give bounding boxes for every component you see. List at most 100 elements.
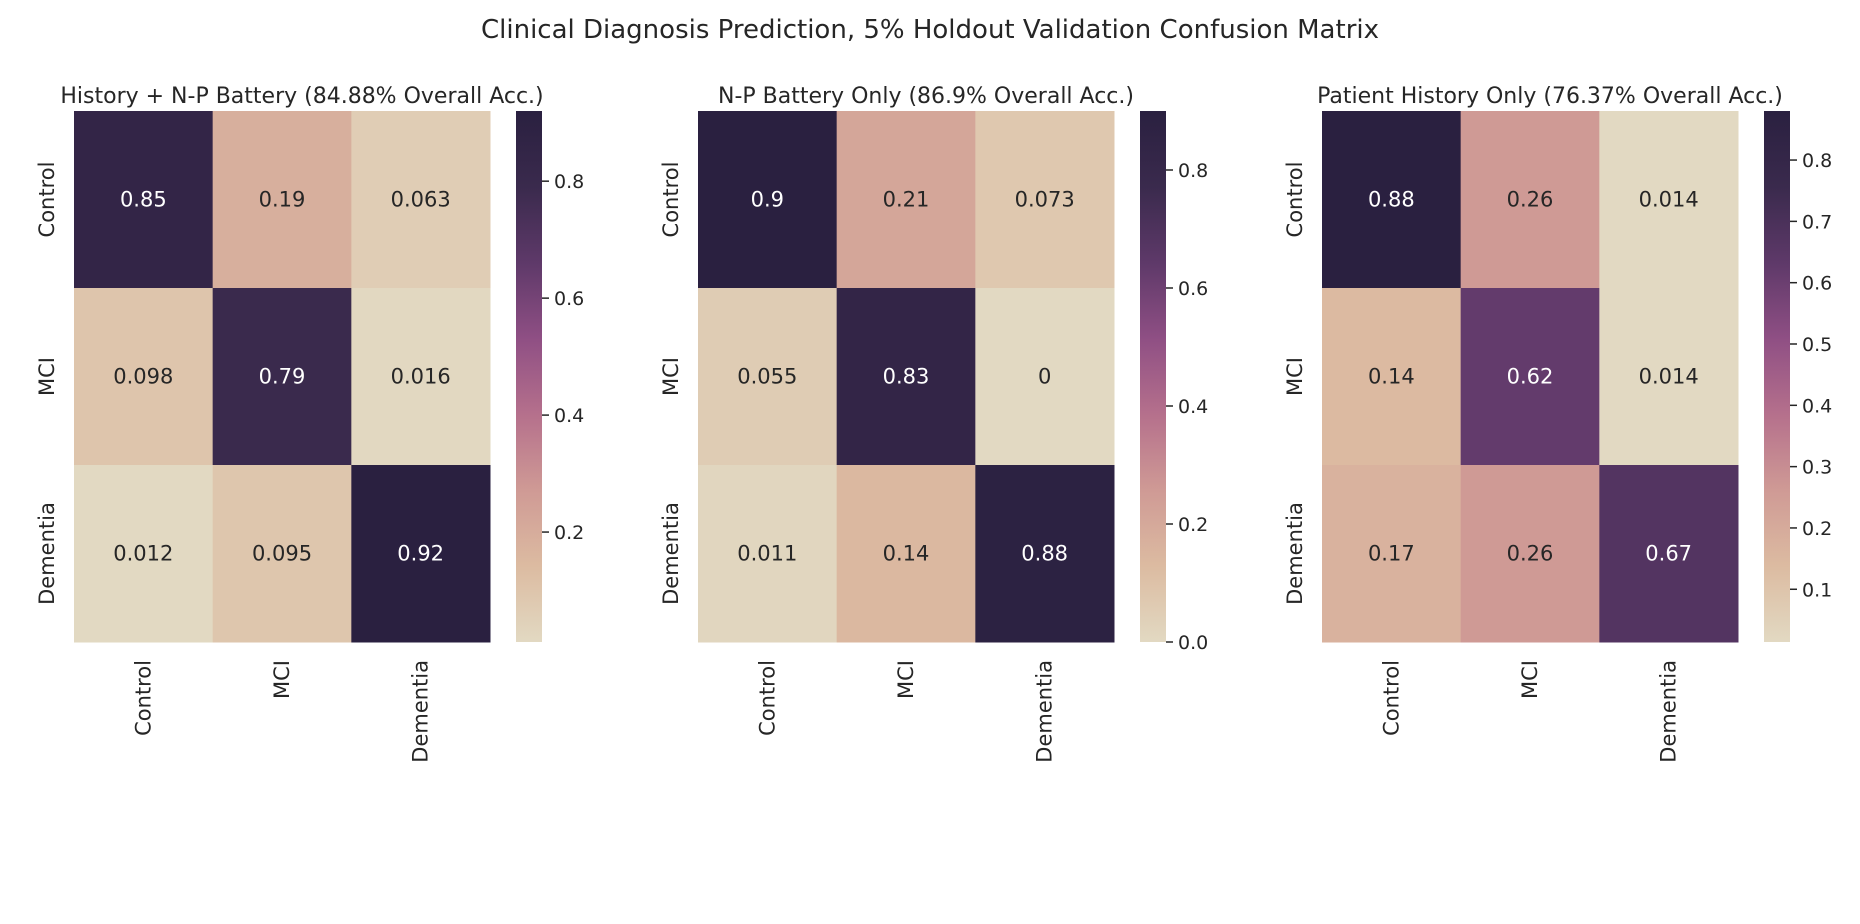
cell-value-label: 0.14	[1368, 365, 1415, 389]
cell-value-label: 0.073	[1015, 188, 1075, 212]
cell-value-label: 0.79	[259, 365, 306, 389]
heatmap-cell	[698, 288, 838, 466]
colorbar-tick-label: 0.2	[1178, 514, 1208, 536]
heatmap-cell	[698, 465, 838, 643]
cell-value-label: 0	[1038, 365, 1051, 389]
row-tick-label: Control	[35, 162, 59, 238]
cell-value-label: 0.063	[391, 188, 451, 212]
column-tick-label: Dementia	[1033, 660, 1057, 763]
row-tick-label: MCI	[1283, 357, 1307, 396]
cell-value-label: 0.26	[1507, 542, 1554, 566]
cell-value-label: 0.85	[120, 188, 167, 212]
heatmap-cell	[351, 111, 491, 289]
column-tick-label: Dementia	[409, 660, 433, 763]
cell-value-label: 0.19	[259, 188, 306, 212]
heatmap-cell	[212, 288, 352, 466]
cell-value-label: 0.17	[1368, 542, 1415, 566]
colorbar-tick-label: 0.5	[1802, 334, 1832, 356]
row-tick-label: MCI	[659, 357, 683, 396]
colorbar-tick-label: 0.6	[554, 288, 584, 310]
row-tick-label: Dementia	[659, 502, 683, 605]
cell-value-label: 0.21	[883, 188, 930, 212]
cell-value-label: 0.016	[391, 365, 451, 389]
column-tick-label: MCI	[894, 660, 918, 699]
column-tick-label: Control	[1379, 660, 1403, 736]
heatmap-cell	[351, 288, 491, 466]
heatmap-cell	[1599, 288, 1739, 466]
cell-value-label: 0.14	[883, 542, 930, 566]
panel-title: History + N-P Battery (84.88% Overall Ac…	[60, 84, 543, 109]
cell-value-label: 0.014	[1639, 365, 1699, 389]
column-tick-label: Control	[131, 660, 155, 736]
colorbar	[1140, 111, 1166, 642]
heatmap-cell	[975, 288, 1115, 466]
heatmap-cell	[74, 465, 214, 643]
heatmap-cell	[975, 465, 1115, 643]
heatmap-cell	[1322, 288, 1462, 466]
row-tick-label: MCI	[35, 357, 59, 396]
cell-value-label: 0.83	[883, 365, 930, 389]
cell-value-label: 0.9	[751, 188, 784, 212]
colorbar	[1764, 111, 1790, 642]
cell-value-label: 0.098	[113, 365, 173, 389]
column-tick-label: MCI	[1518, 660, 1542, 699]
colorbar-tick-label: 0.4	[1178, 396, 1208, 418]
row-tick-label: Dementia	[35, 502, 59, 605]
heatmap-panel-2: N-P Battery Only (86.9% Overall Acc.) 0.9…	[659, 84, 1208, 763]
cell-value-label: 0.011	[737, 542, 797, 566]
heatmap-cell	[212, 111, 352, 289]
heatmap-cell	[1460, 288, 1600, 466]
heatmap-cell	[212, 465, 352, 643]
column-tick-label: Dementia	[1657, 660, 1681, 763]
heatmap-cell	[351, 465, 491, 643]
colorbar-tick-label: 0.7	[1802, 211, 1832, 233]
heatmap-cell	[1460, 465, 1600, 643]
heatmap-cell	[74, 288, 214, 466]
cell-value-label: 0.88	[1021, 542, 1068, 566]
colorbar-tick-label: 0.6	[1802, 273, 1832, 295]
heatmap-cell	[1460, 111, 1600, 289]
panel-title: N-P Battery Only (86.9% Overall Acc.)	[718, 84, 1134, 109]
heatmap-cell	[1322, 465, 1462, 643]
colorbar-tick-label: 0.4	[1802, 395, 1832, 417]
heatmap-cell	[836, 111, 976, 289]
heatmap-cell	[836, 465, 976, 643]
heatmap-cell	[74, 111, 214, 289]
colorbar-tick-label: 0.8	[1802, 150, 1832, 172]
cell-value-label: 0.26	[1507, 188, 1554, 212]
colorbar-tick-label: 0.2	[554, 522, 584, 544]
cell-value-label: 0.88	[1368, 188, 1415, 212]
colorbar-tick-label: 0.1	[1802, 579, 1832, 601]
heatmap-cell	[1599, 111, 1739, 289]
heatmap-panel-3: Patient History Only (76.37% Overall Acc…	[1283, 84, 1832, 763]
colorbar	[516, 111, 542, 642]
colorbar-tick-label: 0.4	[554, 405, 584, 427]
cell-value-label: 0.095	[252, 542, 312, 566]
colorbar-tick-label: 0.8	[1178, 160, 1208, 182]
heatmap-cell	[698, 111, 838, 289]
row-tick-label: Dementia	[1283, 502, 1307, 605]
row-tick-label: Control	[1283, 162, 1307, 238]
heatmap-panel-1: History + N-P Battery (84.88% Overall Ac…	[35, 84, 584, 763]
panel-title: Patient History Only (76.37% Overall Acc…	[1317, 84, 1783, 109]
row-tick-label: Control	[659, 162, 683, 238]
cell-value-label: 0.92	[397, 542, 444, 566]
cell-value-label: 0.012	[113, 542, 173, 566]
colorbar-tick-label: 0.2	[1802, 518, 1832, 540]
colorbar-tick-label: 0.3	[1802, 457, 1832, 479]
column-tick-label: MCI	[270, 660, 294, 699]
cell-value-label: 0.62	[1507, 365, 1554, 389]
cell-value-label: 0.014	[1639, 188, 1699, 212]
heatmap-cell	[1322, 111, 1462, 289]
colorbar-tick-label: 0.8	[554, 171, 584, 193]
heatmap-cell	[1599, 465, 1739, 643]
cell-value-label: 0.67	[1645, 542, 1692, 566]
colorbar-tick-label: 0.6	[1178, 278, 1208, 300]
column-tick-label: Control	[755, 660, 779, 736]
figure-title: Clinical Diagnosis Prediction, 5% Holdou…	[481, 15, 1379, 45]
cell-value-label: 0.055	[737, 365, 797, 389]
colorbar-tick-label: 0.0	[1178, 632, 1208, 654]
heatmap-cell	[975, 111, 1115, 289]
heatmap-cell	[836, 288, 976, 466]
